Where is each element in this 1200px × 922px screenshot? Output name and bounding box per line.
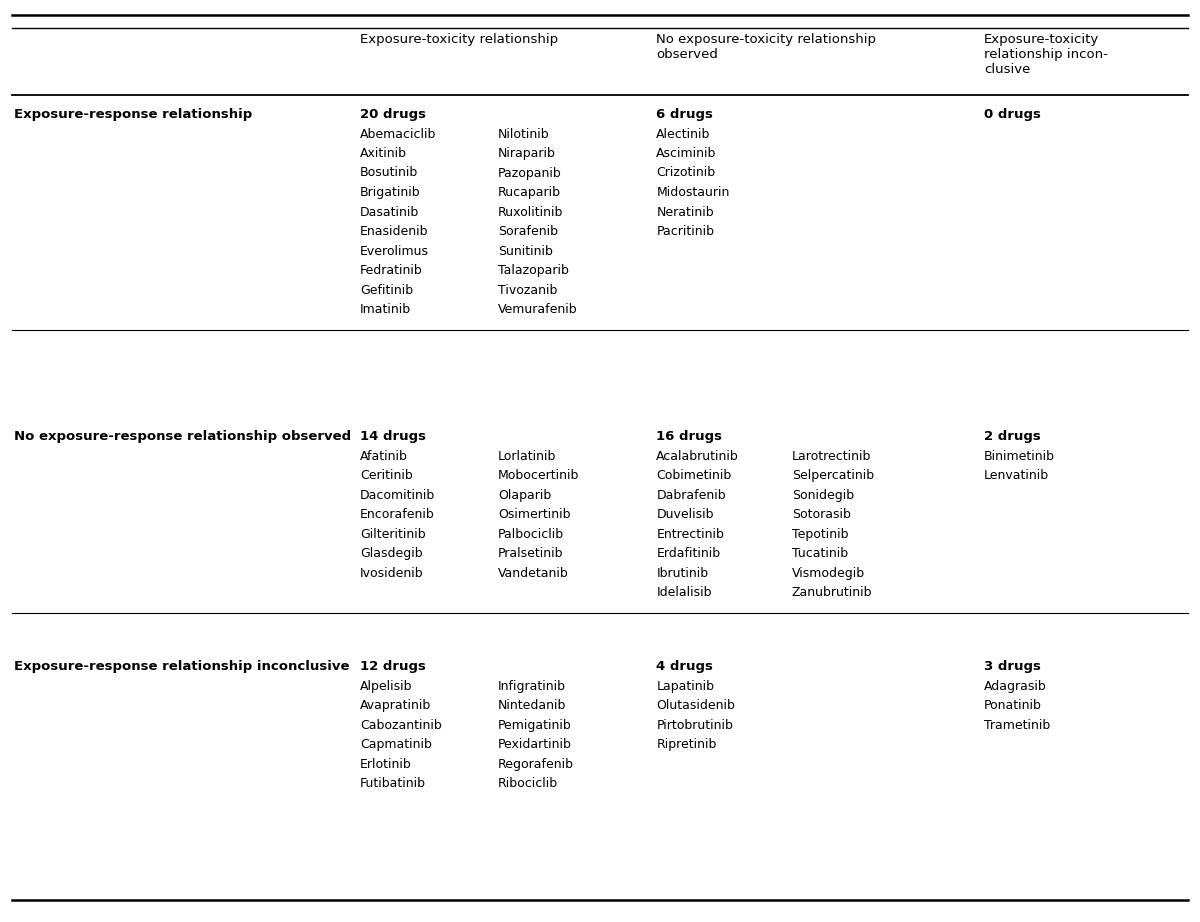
Text: Dasatinib: Dasatinib bbox=[360, 206, 419, 219]
Text: Mobocertinib: Mobocertinib bbox=[498, 469, 580, 482]
Text: Lapatinib: Lapatinib bbox=[656, 680, 714, 692]
Text: Talazoparib: Talazoparib bbox=[498, 264, 569, 277]
Text: Midostaurin: Midostaurin bbox=[656, 186, 730, 199]
Text: 3 drugs: 3 drugs bbox=[984, 660, 1040, 673]
Text: Fedratinib: Fedratinib bbox=[360, 264, 422, 277]
Text: Ibrutinib: Ibrutinib bbox=[656, 566, 708, 580]
Text: Vismodegib: Vismodegib bbox=[792, 566, 865, 580]
Text: 0 drugs: 0 drugs bbox=[984, 108, 1040, 121]
Text: Neratinib: Neratinib bbox=[656, 206, 714, 219]
Text: Pacritinib: Pacritinib bbox=[656, 225, 714, 238]
Text: Capmatinib: Capmatinib bbox=[360, 738, 432, 751]
Text: Gefitinib: Gefitinib bbox=[360, 283, 413, 297]
Text: Exposure-toxicity relationship: Exposure-toxicity relationship bbox=[360, 33, 558, 46]
Text: Tepotinib: Tepotinib bbox=[792, 527, 848, 540]
Text: Sonidegib: Sonidegib bbox=[792, 489, 854, 502]
Text: Crizotinib: Crizotinib bbox=[656, 167, 715, 180]
Text: Pazopanib: Pazopanib bbox=[498, 167, 562, 180]
Text: Bosutinib: Bosutinib bbox=[360, 167, 419, 180]
Text: Sorafenib: Sorafenib bbox=[498, 225, 558, 238]
Text: Tucatinib: Tucatinib bbox=[792, 547, 848, 560]
Text: Ivosidenib: Ivosidenib bbox=[360, 566, 424, 580]
Text: Erlotinib: Erlotinib bbox=[360, 758, 412, 771]
Text: Imatinib: Imatinib bbox=[360, 303, 412, 316]
Text: Alectinib: Alectinib bbox=[656, 127, 710, 140]
Text: Cabozantinib: Cabozantinib bbox=[360, 718, 442, 731]
Text: Entrectinib: Entrectinib bbox=[656, 527, 725, 540]
Text: Adagrasib: Adagrasib bbox=[984, 680, 1046, 692]
Text: Infigratinib: Infigratinib bbox=[498, 680, 566, 692]
Text: Vemurafenib: Vemurafenib bbox=[498, 303, 577, 316]
Text: Erdafitinib: Erdafitinib bbox=[656, 547, 720, 560]
Text: Larotrectinib: Larotrectinib bbox=[792, 450, 871, 463]
Text: Exposure-toxicity
relationship incon-
clusive: Exposure-toxicity relationship incon- cl… bbox=[984, 33, 1108, 76]
Text: Palbociclib: Palbociclib bbox=[498, 527, 564, 540]
Text: Olutasidenib: Olutasidenib bbox=[656, 699, 736, 712]
Text: No exposure-response relationship observed: No exposure-response relationship observ… bbox=[14, 430, 352, 443]
Text: Glasdegib: Glasdegib bbox=[360, 547, 422, 560]
Text: 20 drugs: 20 drugs bbox=[360, 108, 426, 121]
Text: 2 drugs: 2 drugs bbox=[984, 430, 1040, 443]
Text: Lorlatinib: Lorlatinib bbox=[498, 450, 557, 463]
Text: Gilteritinib: Gilteritinib bbox=[360, 527, 426, 540]
Text: 6 drugs: 6 drugs bbox=[656, 108, 713, 121]
Text: Osimertinib: Osimertinib bbox=[498, 508, 570, 521]
Text: Ponatinib: Ponatinib bbox=[984, 699, 1042, 712]
Text: Brigatinib: Brigatinib bbox=[360, 186, 421, 199]
Text: Encorafenib: Encorafenib bbox=[360, 508, 434, 521]
Text: Rucaparib: Rucaparib bbox=[498, 186, 562, 199]
Text: Zanubrutinib: Zanubrutinib bbox=[792, 586, 872, 599]
Text: Binimetinib: Binimetinib bbox=[984, 450, 1055, 463]
Text: Trametinib: Trametinib bbox=[984, 718, 1050, 731]
Text: Pirtobrutinib: Pirtobrutinib bbox=[656, 718, 733, 731]
Text: No exposure-toxicity relationship
observed: No exposure-toxicity relationship observ… bbox=[656, 33, 876, 61]
Text: 12 drugs: 12 drugs bbox=[360, 660, 426, 673]
Text: Idelalisib: Idelalisib bbox=[656, 586, 712, 599]
Text: Pralsetinib: Pralsetinib bbox=[498, 547, 564, 560]
Text: Ruxolitinib: Ruxolitinib bbox=[498, 206, 563, 219]
Text: Avapratinib: Avapratinib bbox=[360, 699, 431, 712]
Text: Everolimus: Everolimus bbox=[360, 244, 430, 257]
Text: Nintedanib: Nintedanib bbox=[498, 699, 566, 712]
Text: Nilotinib: Nilotinib bbox=[498, 127, 550, 140]
Text: Cobimetinib: Cobimetinib bbox=[656, 469, 732, 482]
Text: 14 drugs: 14 drugs bbox=[360, 430, 426, 443]
Text: Acalabrutinib: Acalabrutinib bbox=[656, 450, 739, 463]
Text: Enasidenib: Enasidenib bbox=[360, 225, 428, 238]
Text: Ceritinib: Ceritinib bbox=[360, 469, 413, 482]
Text: Pemigatinib: Pemigatinib bbox=[498, 718, 571, 731]
Text: Abemaciclib: Abemaciclib bbox=[360, 127, 437, 140]
Text: Sunitinib: Sunitinib bbox=[498, 244, 553, 257]
Text: Asciminib: Asciminib bbox=[656, 147, 716, 160]
Text: Sotorasib: Sotorasib bbox=[792, 508, 851, 521]
Text: Futibatinib: Futibatinib bbox=[360, 777, 426, 790]
Text: Axitinib: Axitinib bbox=[360, 147, 407, 160]
Text: 16 drugs: 16 drugs bbox=[656, 430, 722, 443]
Text: Dacomitinib: Dacomitinib bbox=[360, 489, 436, 502]
Text: Duvelisib: Duvelisib bbox=[656, 508, 714, 521]
Text: Alpelisib: Alpelisib bbox=[360, 680, 413, 692]
Text: Niraparib: Niraparib bbox=[498, 147, 556, 160]
Text: Olaparib: Olaparib bbox=[498, 489, 551, 502]
Text: 4 drugs: 4 drugs bbox=[656, 660, 713, 673]
Text: Afatinib: Afatinib bbox=[360, 450, 408, 463]
Text: Ribociclib: Ribociclib bbox=[498, 777, 558, 790]
Text: Selpercatinib: Selpercatinib bbox=[792, 469, 874, 482]
Text: Pexidartinib: Pexidartinib bbox=[498, 738, 572, 751]
Text: Lenvatinib: Lenvatinib bbox=[984, 469, 1049, 482]
Text: Regorafenib: Regorafenib bbox=[498, 758, 574, 771]
Text: Tivozanib: Tivozanib bbox=[498, 283, 557, 297]
Text: Exposure-response relationship: Exposure-response relationship bbox=[14, 108, 253, 121]
Text: Vandetanib: Vandetanib bbox=[498, 566, 569, 580]
Text: Dabrafenib: Dabrafenib bbox=[656, 489, 726, 502]
Text: Ripretinib: Ripretinib bbox=[656, 738, 716, 751]
Text: Exposure-response relationship inconclusive: Exposure-response relationship inconclus… bbox=[14, 660, 350, 673]
